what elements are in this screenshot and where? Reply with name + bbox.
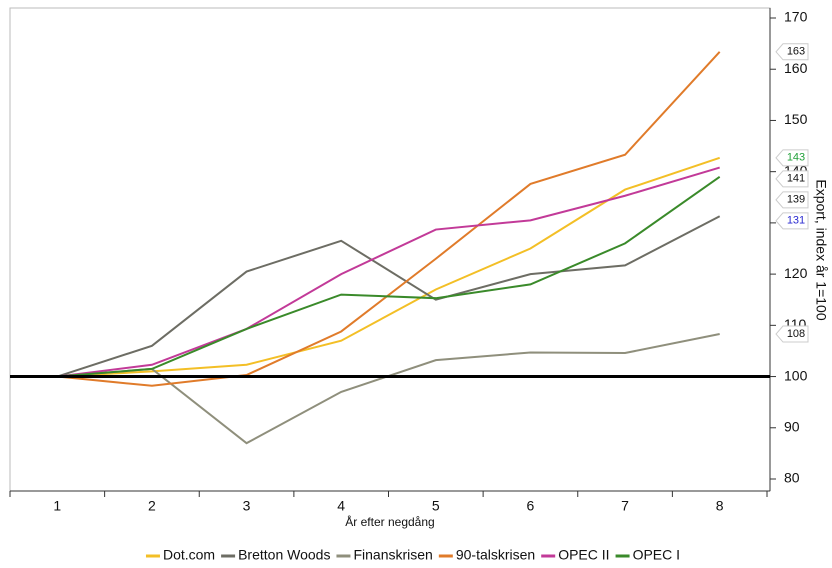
y-tick-label: 150 [784, 111, 808, 127]
y-tick-label: 160 [784, 60, 808, 76]
data-label: 163 [787, 46, 805, 58]
data-label-tag [775, 170, 809, 188]
data-label-tag [775, 191, 809, 209]
data-label: 143 [787, 152, 805, 164]
x-tick-label: 5 [432, 498, 440, 514]
series-line [57, 215, 721, 378]
x-tick-label: 1 [53, 498, 61, 514]
series-line [57, 51, 721, 387]
data-label-tag [775, 212, 809, 230]
x-tick-label: 6 [527, 498, 535, 514]
y-tick-label: 100 [784, 367, 808, 383]
x-axis-label: År efter negdång [345, 514, 434, 529]
legend-label: Finanskrisen [353, 547, 432, 563]
legend-label: OPEC I [633, 547, 680, 563]
y-axis-label: Export, index år 1=100 [813, 179, 829, 320]
x-tick-label: 4 [337, 498, 345, 514]
data-label: 108 [787, 328, 805, 340]
legend-item: OPEC I [615, 547, 680, 563]
y-tick-label: 90 [784, 418, 800, 434]
data-label-tag [775, 325, 809, 343]
data-label-tag [775, 149, 809, 167]
series-line [57, 175, 721, 378]
legend-label: Bretton Woods [238, 547, 330, 563]
y-tick-label: 80 [784, 470, 800, 486]
x-tick-label: 2 [148, 498, 156, 514]
x-tick-label: 3 [243, 498, 251, 514]
legend-label: Dot.com [163, 547, 215, 563]
x-tick-label: 8 [716, 498, 724, 514]
series-line [57, 166, 720, 378]
series-line [57, 156, 721, 378]
legend-item: Bretton Woods [221, 547, 330, 563]
legend-item: 90-talskrisen [438, 547, 535, 563]
data-label: 139 [787, 194, 805, 206]
data-label-tag [775, 43, 809, 61]
y-tick-label: 120 [784, 265, 808, 281]
series-line [57, 333, 720, 445]
data-label: 131 [787, 215, 805, 227]
data-label: 141 [787, 173, 805, 185]
legend-item: Finanskrisen [336, 547, 433, 563]
legend-label: 90-talskrisen [456, 547, 535, 563]
legend-item: OPEC II [541, 547, 610, 563]
legend-label: OPEC II [558, 547, 609, 563]
y-tick-label: 170 [784, 9, 808, 25]
legend-item: Dot.com [145, 547, 215, 563]
x-tick-label: 7 [621, 498, 629, 514]
